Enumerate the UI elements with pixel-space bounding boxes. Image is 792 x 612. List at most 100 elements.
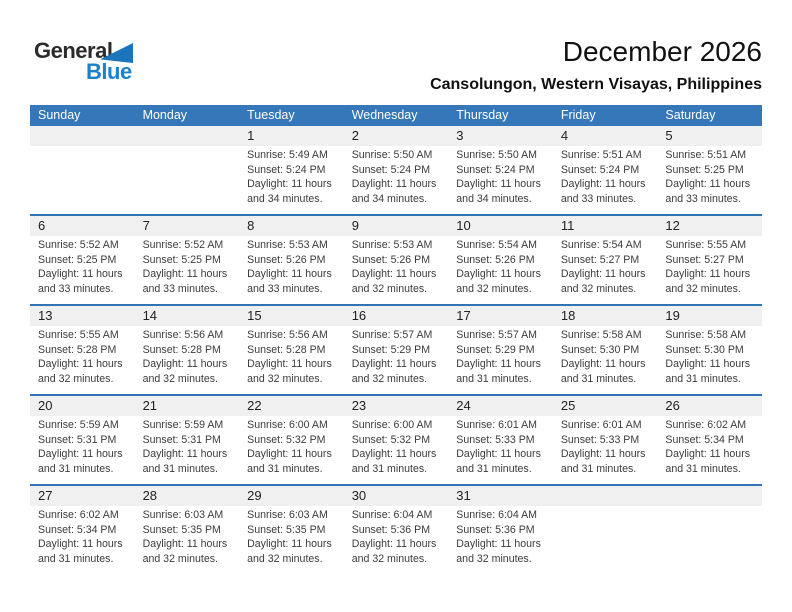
daylight-line2: and 31 minutes.	[247, 462, 323, 475]
weekday-header-tuesday: Tuesday	[247, 108, 295, 122]
daylight-line2: and 32 minutes.	[351, 372, 428, 385]
sunrise-text: Sunrise: 5:51 AM	[665, 149, 747, 161]
daylight-line1: Daylight: 11 hours	[247, 358, 332, 371]
daylight-line2: and 32 minutes.	[142, 372, 218, 385]
location-subtitle: Cansolungon, Western Visayas, Philippine…	[430, 76, 762, 93]
sunset-text: Sunset: 5:30 PM	[560, 343, 640, 356]
daylight-line2: and 33 minutes.	[247, 282, 323, 295]
sunset-text: Sunset: 5:32 PM	[247, 433, 326, 446]
sun-details: Sunrise: 5:50 AM Sunset: 5:24 PM Daylight:…	[344, 146, 449, 206]
daylight-line2: and 32 minutes.	[456, 282, 532, 295]
daylight-line2: and 31 minutes.	[456, 372, 532, 385]
sunrise-text: Sunrise: 5:54 AM	[456, 239, 537, 251]
day-number: 1	[239, 126, 344, 146]
day-cell-1: 1 Sunrise: 5:49 AM Sunset: 5:24 PM Daylight…	[239, 126, 344, 214]
day-cell-9: 9 Sunrise: 5:53 AM Sunset: 5:26 PM Daylight…	[343, 216, 449, 304]
daylight-line1: Daylight: 11 hours	[665, 178, 751, 191]
sunrise-text: Sunrise: 6:01 AM	[560, 419, 642, 431]
day-cell-18: 18 Sunrise: 5:58 AM Sunset: 5:30 PM Dayligh…	[552, 306, 658, 394]
sun-details: Sunrise: 6:02 AM Sunset: 5:34 PM Daylight:…	[657, 416, 762, 476]
sunrise-text: Sunrise: 6:00 AM	[247, 419, 328, 431]
sunrise-text: Sunrise: 6:01 AM	[456, 419, 537, 431]
day-cell-8: 8 Sunrise: 5:53 AM Sunset: 5:26 PM Daylight…	[239, 216, 344, 304]
daylight-line1: Daylight: 11 hours	[142, 448, 228, 461]
sunrise-text: Sunrise: 5:56 AM	[142, 329, 224, 341]
sun-details: Sunrise: 5:57 AM Sunset: 5:29 PM Daylight:…	[448, 326, 553, 386]
sun-details: Sunrise: 6:00 AM Sunset: 5:32 PM Daylight:…	[239, 416, 344, 476]
sunrise-text: Sunrise: 5:52 AM	[38, 239, 119, 251]
day-number: 3	[448, 126, 553, 146]
sun-details: Sunrise: 6:00 AM Sunset: 5:32 PM Daylight:…	[344, 416, 449, 476]
daylight-line1: Daylight: 11 hours	[560, 358, 646, 371]
day-cell-21: 21 Sunrise: 5:59 AM Sunset: 5:31 PM Dayligh…	[134, 396, 240, 484]
daylight-line2: and 34 minutes.	[247, 192, 323, 205]
day-cell-4: 4 Sunrise: 5:51 AM Sunset: 5:24 PM Daylight…	[552, 126, 658, 214]
daylight-line2: and 32 minutes.	[351, 282, 428, 295]
empty-cell	[657, 486, 762, 574]
day-number: 15	[239, 306, 344, 326]
day-cell-2: 2 Sunrise: 5:50 AM Sunset: 5:24 PM Daylight…	[343, 126, 449, 214]
day-cell-28: 28 Sunrise: 6:03 AM Sunset: 5:35 PM Dayligh…	[134, 486, 240, 574]
sunset-text: Sunset: 5:35 PM	[142, 523, 221, 536]
sunset-text: Sunset: 5:36 PM	[456, 523, 535, 536]
calendar-body: 1 Sunrise: 5:49 AM Sunset: 5:24 PM Daylight…	[30, 126, 762, 574]
sun-details: Sunrise: 6:04 AM Sunset: 5:36 PM Daylight:…	[448, 506, 553, 566]
daylight-line2: and 31 minutes.	[142, 462, 218, 475]
sunrise-text: Sunrise: 5:52 AM	[142, 239, 224, 251]
day-cell-15: 15 Sunrise: 5:56 AM Sunset: 5:28 PM Dayligh…	[239, 306, 344, 394]
daylight-line2: and 34 minutes.	[456, 192, 532, 205]
day-cell-5: 5 Sunrise: 5:51 AM Sunset: 5:25 PM Daylight…	[657, 126, 762, 214]
day-number	[657, 486, 762, 506]
day-number: 25	[552, 396, 658, 416]
sunset-text: Sunset: 5:24 PM	[247, 163, 326, 176]
day-number	[30, 126, 135, 146]
sunrise-text: Sunrise: 5:53 AM	[247, 239, 328, 251]
sun-details: Sunrise: 5:52 AM Sunset: 5:25 PM Daylight:…	[30, 236, 135, 296]
day-cell-6: 6 Sunrise: 5:52 AM Sunset: 5:25 PM Daylight…	[30, 216, 135, 304]
sunset-text: Sunset: 5:25 PM	[38, 253, 117, 266]
sunset-text: Sunset: 5:27 PM	[665, 253, 744, 266]
day-number: 29	[239, 486, 344, 506]
daylight-line1: Daylight: 11 hours	[456, 448, 541, 461]
sun-details: Sunrise: 5:58 AM Sunset: 5:30 PM Daylight:…	[553, 326, 658, 386]
sunrise-text: Sunrise: 5:59 AM	[38, 419, 119, 431]
day-cell-12: 12 Sunrise: 5:55 AM Sunset: 5:27 PM Dayligh…	[657, 216, 762, 304]
day-number: 24	[448, 396, 553, 416]
daylight-line1: Daylight: 11 hours	[560, 178, 646, 191]
day-number: 27	[30, 486, 135, 506]
daylight-line2: and 33 minutes.	[665, 192, 741, 205]
daylight-line2: and 32 minutes.	[560, 282, 637, 295]
daylight-line1: Daylight: 11 hours	[351, 538, 437, 551]
weekday-header-friday: Friday	[560, 108, 596, 122]
sun-details: Sunrise: 6:01 AM Sunset: 5:33 PM Daylight:…	[448, 416, 553, 476]
sun-details: Sunrise: 5:58 AM Sunset: 5:30 PM Daylight:…	[657, 326, 762, 386]
day-cell-14: 14 Sunrise: 5:56 AM Sunset: 5:28 PM Dayligh…	[134, 306, 240, 394]
sunset-text: Sunset: 5:33 PM	[456, 433, 535, 446]
daylight-line2: and 31 minutes.	[38, 462, 114, 475]
daylight-line2: and 32 minutes.	[665, 282, 741, 295]
sunset-text: Sunset: 5:29 PM	[456, 343, 535, 356]
weekday-header-row: Sunday Monday Tuesday Wednesday Thursday Frid…	[30, 105, 762, 126]
sunrise-text: Sunrise: 5:57 AM	[456, 329, 537, 341]
day-cell-26: 26 Sunrise: 6:02 AM Sunset: 5:34 PM Dayligh…	[657, 396, 762, 484]
daylight-line1: Daylight: 11 hours	[351, 268, 437, 281]
sun-details: Sunrise: 5:53 AM Sunset: 5:26 PM Daylight:…	[344, 236, 449, 296]
sun-details: Sunrise: 6:03 AM Sunset: 5:35 PM Daylight:…	[135, 506, 240, 566]
sunrise-text: Sunrise: 5:59 AM	[142, 419, 224, 431]
sun-details: Sunrise: 5:57 AM Sunset: 5:29 PM Daylight:…	[344, 326, 449, 386]
sunrise-text: Sunrise: 5:53 AM	[351, 239, 433, 251]
sunset-text: Sunset: 5:31 PM	[142, 433, 221, 446]
day-number: 7	[134, 216, 240, 236]
sunrise-text: Sunrise: 5:57 AM	[351, 329, 433, 341]
day-number	[552, 486, 658, 506]
daylight-line1: Daylight: 11 hours	[38, 358, 123, 371]
day-cell-29: 29 Sunrise: 6:03 AM Sunset: 5:35 PM Dayligh…	[239, 486, 344, 574]
day-number: 6	[30, 216, 135, 236]
sun-details: Sunrise: 5:49 AM Sunset: 5:24 PM Daylight:…	[239, 146, 344, 206]
daylight-line2: and 31 minutes.	[665, 462, 741, 475]
daylight-line1: Daylight: 11 hours	[560, 268, 646, 281]
day-number: 31	[448, 486, 553, 506]
empty-cell	[30, 126, 135, 214]
weekday-header-wednesday: Wednesday	[351, 108, 418, 122]
weekday-header-sunday: Sunday	[38, 108, 81, 122]
